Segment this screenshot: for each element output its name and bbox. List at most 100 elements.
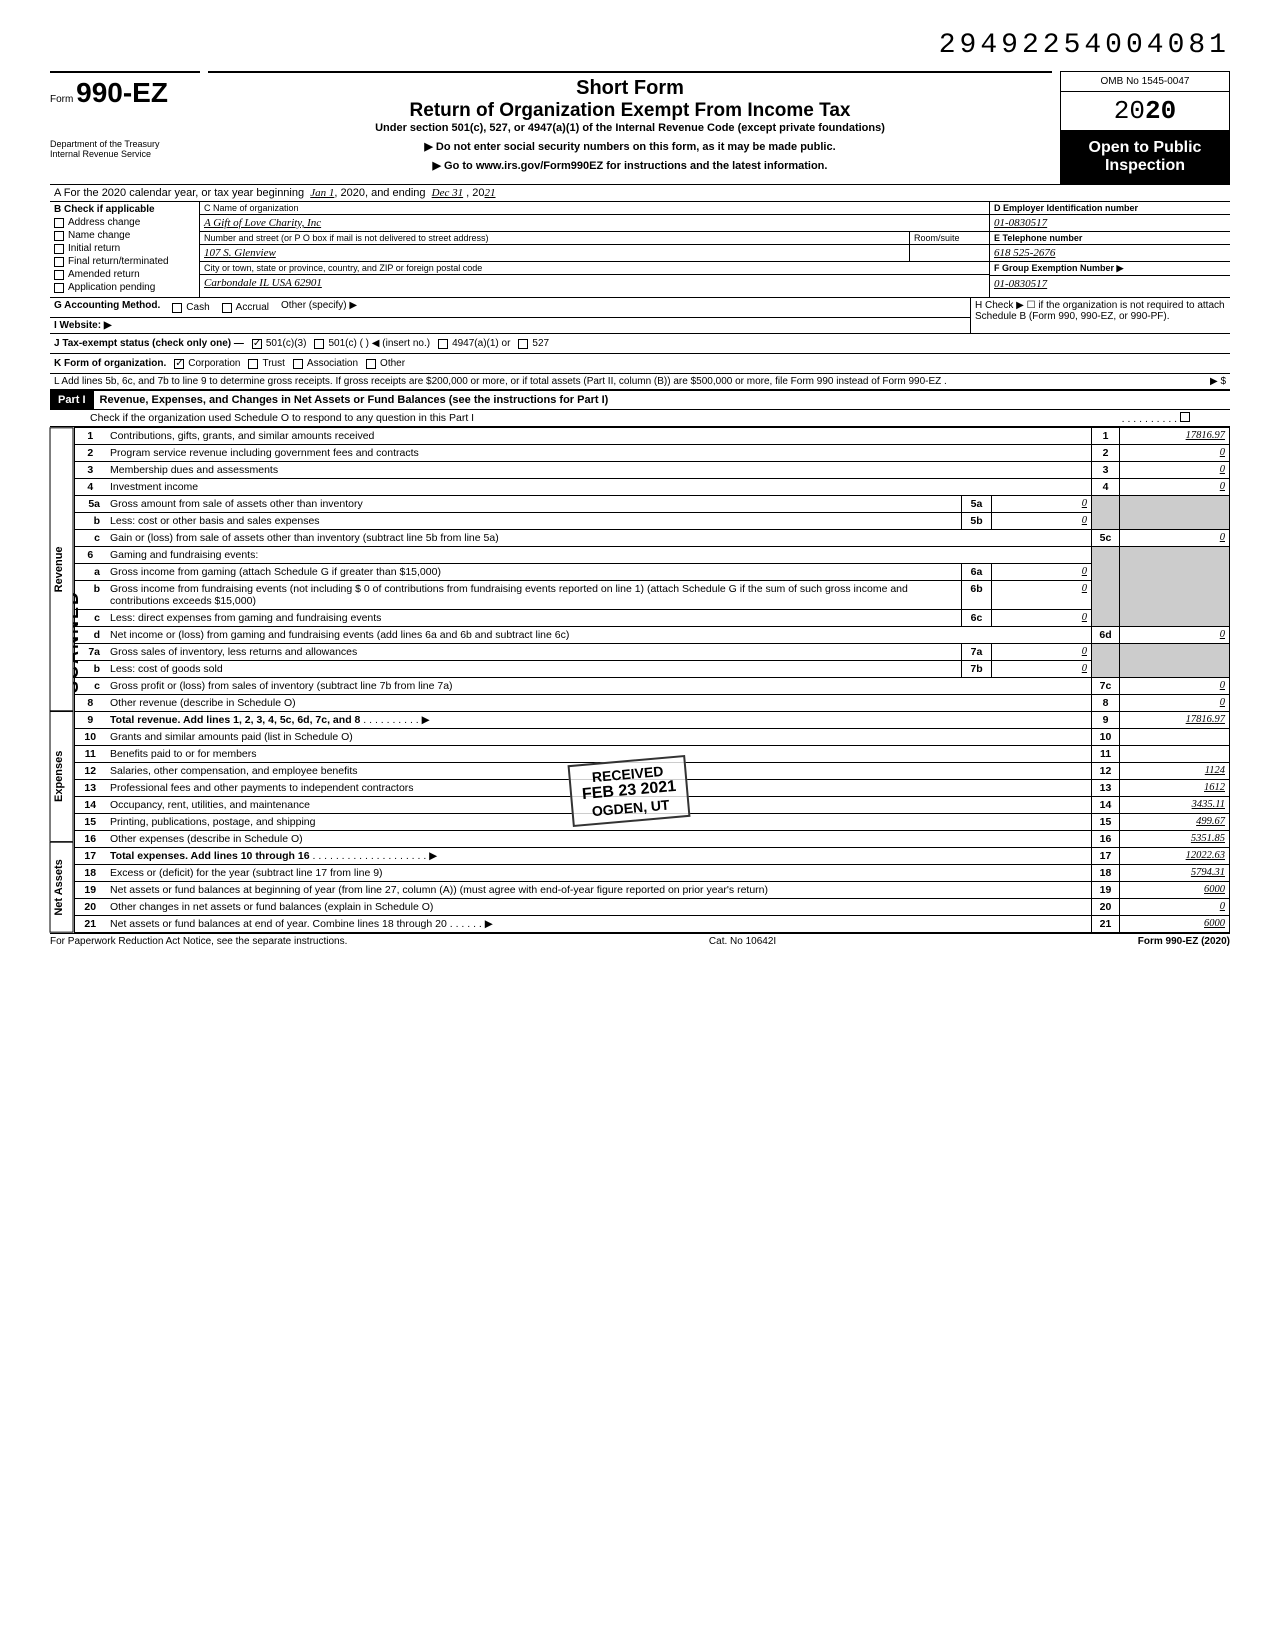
row-l: L Add lines 5b, 6c, and 7b to line 9 to …: [50, 374, 1230, 391]
row-h: H Check ▶ ☐ if the organization is not r…: [970, 298, 1230, 334]
line-20: 20Other changes in net assets or fund ba…: [74, 899, 1229, 916]
chk-address-change[interactable]: Address change: [54, 217, 195, 228]
row-a-mid: , 2020, and ending: [334, 187, 425, 199]
main-title: Return of Organization Exempt From Incom…: [208, 100, 1052, 122]
line-7c: cGross profit or (loss) from sales of in…: [74, 678, 1229, 695]
row-k-label: K Form of organization.: [54, 358, 166, 369]
line-6a: aGross income from gaming (attach Schedu…: [74, 564, 1229, 581]
group-label: F Group Exemption Number ▶: [994, 263, 1123, 273]
phone-value[interactable]: 618 525-2676: [990, 245, 1230, 261]
form-header: Form 990-EZ Department of the Treasury I…: [50, 71, 1230, 184]
header-left: Form 990-EZ Department of the Treasury I…: [50, 71, 200, 184]
part-1-check-o: Check if the organization used Schedule …: [50, 410, 1230, 427]
form-number-value: 990-EZ: [76, 77, 168, 108]
chk-4947[interactable]: 4947(a)(1) or: [438, 338, 510, 349]
org-name[interactable]: A Gift of Love Charity, Inc: [200, 215, 989, 231]
part-1-title: Revenue, Expenses, and Changes in Net As…: [94, 392, 1230, 408]
line-5a: 5aGross amount from sale of assets other…: [74, 496, 1229, 513]
form-page: 29492254004081 Form 990-EZ Department of…: [50, 30, 1230, 947]
received-stamp: RECEIVED FEB 23 2021 OGDEN, UT: [568, 755, 691, 827]
section-b-c-d: B Check if applicable Address change Nam…: [50, 202, 1230, 298]
city-value[interactable]: Carbondale IL USA 62901: [200, 275, 989, 291]
room-label: Room/suite: [910, 232, 989, 245]
line-8: 8Other revenue (describe in Schedule O)8…: [74, 695, 1229, 712]
chk-initial-return[interactable]: Initial return: [54, 243, 195, 254]
footer-right: Form 990-EZ (2020): [1138, 936, 1230, 947]
department-label: Department of the Treasury Internal Reve…: [50, 139, 200, 159]
section-c: C Name of organization A Gift of Love Ch…: [200, 202, 990, 297]
accounting-other: Other (specify) ▶: [281, 300, 357, 315]
row-j-label: J Tax-exempt status (check only one) —: [54, 338, 244, 349]
line-21: 21Net assets or fund balances at end of …: [74, 916, 1229, 933]
chk-501c3[interactable]: 501(c)(3): [252, 338, 307, 349]
row-a-yr-label: , 20: [466, 187, 484, 199]
section-d-e-f: D Employer Identification number 01-0830…: [990, 202, 1230, 297]
chk-527[interactable]: 527: [518, 338, 549, 349]
chk-cash[interactable]: Cash: [172, 302, 209, 313]
footer-left: For Paperwork Reduction Act Notice, see …: [50, 936, 347, 947]
org-name-label: C Name of organization: [200, 202, 989, 215]
part-1-header: Part I Revenue, Expenses, and Changes in…: [50, 391, 1230, 410]
line-17: 17Total expenses. Add lines 10 through 1…: [74, 848, 1229, 865]
chk-corporation[interactable]: Corporation: [174, 358, 240, 369]
line-4: 4Investment income40: [74, 479, 1229, 496]
omb-number: OMB No 1545-0047: [1061, 72, 1229, 92]
chk-trust[interactable]: Trust: [248, 358, 284, 369]
ein-label: D Employer Identification number: [994, 203, 1138, 213]
part-1-table: 1Contributions, gifts, grants, and simil…: [74, 427, 1230, 933]
line-7b: bLess: cost of goods sold7b0: [74, 661, 1229, 678]
header-right: OMB No 1545-0047 20202020 Open to Public…: [1060, 71, 1230, 184]
row-a-tax-year: A For the 2020 calendar year, or tax yea…: [50, 184, 1230, 202]
chk-schedule-o[interactable]: [1180, 412, 1190, 422]
line-6d: dNet income or (loss) from gaming and fu…: [74, 627, 1229, 644]
form-number: Form 990-EZ: [50, 77, 200, 109]
group-value[interactable]: 01-0830517: [990, 276, 1230, 292]
part-1-label: Part I: [50, 391, 94, 409]
row-a-label: A For the 2020 calendar year, or tax yea…: [54, 187, 304, 199]
chk-other-org[interactable]: Other: [366, 358, 405, 369]
street-value[interactable]: 107 S. Glenview: [200, 245, 909, 261]
tax-year-begin[interactable]: Jan 1: [310, 187, 334, 199]
chk-name-change[interactable]: Name change: [54, 230, 195, 241]
short-form-title: Short Form: [208, 77, 1052, 100]
tax-year-end-yr[interactable]: 21: [485, 187, 496, 199]
row-k: K Form of organization. Corporation Trus…: [50, 354, 1230, 374]
line-3: 3Membership dues and assessments30: [74, 462, 1229, 479]
line-1: 1Contributions, gifts, grants, and simil…: [74, 428, 1229, 445]
revenue-label: Revenue: [50, 427, 74, 711]
under-section-text: Under section 501(c), 527, or 4947(a)(1)…: [208, 122, 1052, 134]
line-18: 18Excess or (deficit) for the year (subt…: [74, 865, 1229, 882]
row-g-label: G Accounting Method.: [54, 300, 160, 315]
row-l-arrow: ▶ $: [1210, 376, 1226, 387]
expenses-label: Expenses: [50, 711, 74, 842]
chk-501c[interactable]: 501(c) ( ) ◀ (insert no.): [314, 338, 430, 349]
instruction-1: ▶ Do not enter social security numbers o…: [208, 140, 1052, 153]
line-6: 6Gaming and fundraising events:: [74, 547, 1229, 564]
row-j: J Tax-exempt status (check only one) — 5…: [50, 334, 1230, 354]
ein-value[interactable]: 01-0830517: [990, 215, 1230, 231]
row-i: I Website: ▶: [50, 318, 970, 334]
street-label: Number and street (or P O box if mail is…: [200, 232, 909, 245]
line-10: 10Grants and similar amounts paid (list …: [74, 729, 1229, 746]
row-g: G Accounting Method. Cash Accrual Other …: [50, 298, 970, 318]
open-to-public: Open to Public Inspection: [1061, 131, 1229, 183]
netassets-label: Net Assets: [50, 842, 74, 933]
instruction-2: ▶ Go to www.irs.gov/Form990EZ for instru…: [208, 159, 1052, 172]
line-5b: bLess: cost or other basis and sales exp…: [74, 513, 1229, 530]
form-prefix: Form: [50, 94, 73, 105]
chk-association[interactable]: Association: [293, 358, 358, 369]
line-5c: cGain or (loss) from sale of assets othe…: [74, 530, 1229, 547]
city-label: City or town, state or province, country…: [200, 262, 989, 275]
line-6b: bGross income from fundraising events (n…: [74, 581, 1229, 610]
line-19: 19Net assets or fund balances at beginni…: [74, 882, 1229, 899]
tax-year: 20202020: [1061, 92, 1229, 131]
chk-amended-return[interactable]: Amended return: [54, 269, 195, 280]
line-7a: 7aGross sales of inventory, less returns…: [74, 644, 1229, 661]
row-l-text: L Add lines 5b, 6c, and 7b to line 9 to …: [54, 376, 947, 387]
chk-final-return[interactable]: Final return/terminated: [54, 256, 195, 267]
document-id: 29492254004081: [50, 30, 1230, 61]
tax-year-end-month[interactable]: Dec 31: [432, 187, 463, 199]
chk-application-pending[interactable]: Application pending: [54, 282, 195, 293]
chk-accrual[interactable]: Accrual: [222, 302, 269, 313]
phone-label: E Telephone number: [994, 233, 1082, 243]
